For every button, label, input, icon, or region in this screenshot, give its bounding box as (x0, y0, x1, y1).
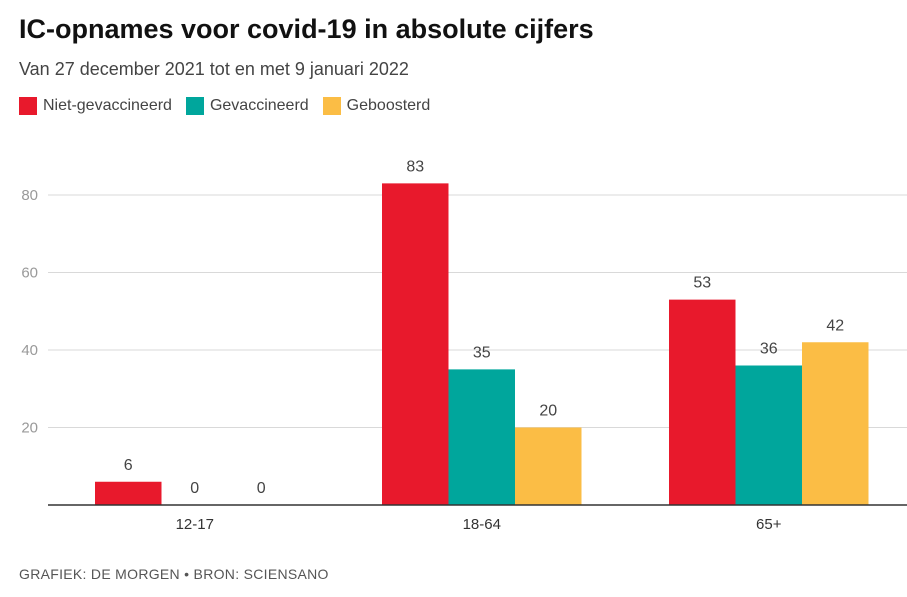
bar (735, 365, 802, 505)
legend-item: Niet-gevaccineerd (19, 97, 172, 115)
chart-footer: GRAFIEK: DE MORGEN • BRON: SCIENSANO (19, 566, 329, 582)
y-tick-label: 60 (21, 265, 38, 282)
legend-swatch (185, 97, 204, 115)
legend-swatch (322, 97, 341, 115)
chart-legend: Niet-gevaccineerd Gevaccineerd Geboosterd (19, 97, 444, 115)
bar (382, 183, 449, 505)
bar (802, 342, 869, 505)
data-label: 53 (693, 275, 711, 292)
x-category-label: 65+ (756, 516, 782, 533)
data-label: 35 (473, 344, 491, 361)
data-label: 6 (124, 457, 133, 474)
data-label: 83 (406, 158, 424, 175)
chart-subtitle: Van 27 december 2021 tot en met 9 januar… (19, 59, 409, 79)
x-category-label: 12-17 (176, 516, 214, 533)
y-tick-label: 40 (21, 342, 38, 359)
data-label: 20 (539, 403, 557, 420)
bar (95, 481, 162, 505)
legend-label: Niet-gevaccineerd (43, 97, 172, 114)
chart-title: IC-opnames voor covid-19 in absolute cij… (19, 14, 594, 44)
legend-item: Gevaccineerd (185, 97, 309, 115)
legend-item: Geboosterd (322, 97, 431, 115)
legend-swatch (19, 97, 37, 115)
bar (515, 427, 582, 505)
y-tick-label: 20 (21, 420, 38, 437)
data-label: 0 (257, 480, 266, 497)
y-tick-label: 80 (21, 187, 38, 204)
data-label: 36 (760, 341, 778, 358)
x-category-label: 18-64 (463, 516, 501, 533)
legend-label: Gevaccineerd (209, 97, 309, 114)
data-label: 42 (826, 317, 844, 334)
data-label: 0 (190, 480, 199, 497)
legend-label: Geboosterd (346, 97, 431, 114)
bar (669, 299, 736, 505)
bar (448, 369, 515, 505)
